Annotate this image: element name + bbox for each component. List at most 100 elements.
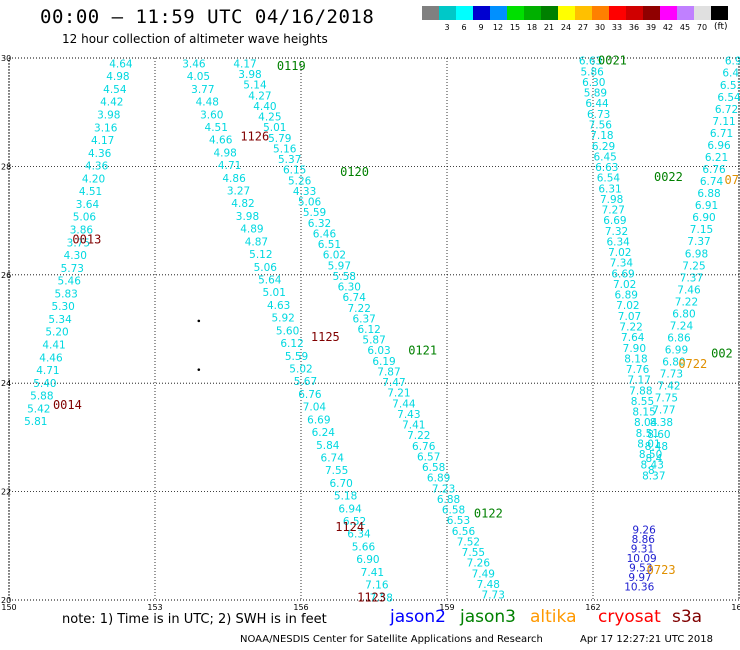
lat-tick-label: 24: [1, 379, 11, 388]
pass-time-label: 0722: [678, 357, 707, 371]
wave-height-value: 8.86: [632, 534, 656, 546]
wave-height-value: 5.64: [258, 275, 282, 287]
lon-tick-label: 162: [585, 603, 600, 612]
wave-height-value: 6.94: [338, 503, 362, 515]
pass-time-label: 0120: [340, 165, 369, 179]
wave-height-value: 7.43: [397, 409, 420, 421]
wave-height-value: 4.71: [218, 160, 241, 172]
wave-height-value: 3.64: [76, 199, 100, 211]
pass-time-label: 0022: [654, 170, 683, 184]
wave-height-value: 6.76: [412, 441, 436, 453]
colorbar-label: 33: [611, 23, 623, 32]
wave-height-value: 5.01: [263, 287, 286, 299]
wave-height-value: 6.46: [313, 228, 337, 240]
wave-height-value: 4.36: [88, 148, 112, 160]
wave-height-value: 7.25: [682, 260, 705, 272]
footer-credit: NOAA/NESDIS Center for Satellite Applica…: [240, 634, 543, 645]
wave-height-value: 7.41: [361, 567, 384, 579]
wave-height-value: 6.12: [280, 338, 303, 350]
wave-height-value: 7.22: [619, 321, 642, 333]
pass-time-label: 1123: [357, 590, 386, 604]
wave-height-value: 4.46: [39, 352, 63, 364]
wave-height-value: 4.17: [91, 135, 114, 147]
lon-tick-label: 150: [1, 603, 16, 612]
wave-height-value: 5.87: [362, 335, 385, 347]
colorbar-swatch: [626, 6, 643, 20]
wave-height-value: 5.40: [33, 378, 56, 390]
wave-height-value: 4.48: [196, 97, 219, 109]
wave-height-value: 6.21: [705, 152, 728, 164]
pass-time-label: 0119: [277, 59, 306, 73]
wave-height-value: 9.97: [628, 572, 651, 584]
lon-tick-label: 153: [147, 603, 162, 612]
colorbar-label: 9: [478, 23, 484, 32]
pass-time-label: 0021: [598, 54, 627, 68]
wave-height-value: 3.46: [182, 58, 206, 70]
colorbar-swatch: [456, 6, 473, 20]
wave-height-value: 6.86: [667, 333, 691, 345]
wave-height-value: 6.54: [597, 173, 621, 185]
wave-height-value: 4.41: [42, 339, 65, 351]
wave-height-value: 5.89: [584, 88, 607, 100]
wave-height-value: 3.77: [191, 84, 214, 96]
legend-s3a: s3a: [672, 607, 703, 627]
wave-height-value: 4.27: [248, 90, 271, 102]
pass-time-label: 0121: [408, 344, 437, 358]
wave-height-value: 3.16: [94, 122, 118, 134]
wave-height-value: 6.03: [367, 345, 390, 357]
colorbar-swatch: [660, 6, 677, 20]
wave-height-value: 5.06: [254, 262, 278, 274]
wave-height-value: 5.81: [24, 416, 47, 428]
colorbar-label: 18: [526, 23, 538, 32]
wave-height-value: 4.63: [267, 300, 290, 312]
wave-height-value: 6.51: [318, 239, 341, 251]
colorbar-swatch: [541, 6, 558, 20]
wave-height-value: 7.11: [712, 116, 735, 128]
wave-height-value: 4.86: [222, 173, 246, 185]
wave-height-value: 6.58: [422, 462, 445, 474]
wave-height-value: 6.54: [717, 92, 740, 104]
wave-height-value: 6.53: [447, 515, 470, 527]
wave-height-value: 4.36: [85, 161, 109, 173]
colorbar-swatch: [592, 6, 609, 20]
wave-height-value: 7.34: [610, 258, 634, 270]
island-dot: [197, 368, 201, 371]
colorbar-label: 24: [560, 23, 572, 32]
wave-height-value: 6.44: [585, 98, 609, 110]
wave-height-value: 6.80: [662, 357, 685, 369]
pass-time-label: 0014: [53, 398, 82, 412]
colorbar-swatch: [643, 6, 660, 20]
wave-height-value: 7.46: [677, 284, 701, 296]
wave-height-value: 4.98: [213, 147, 236, 159]
wave-height-value: 6.76: [298, 389, 322, 401]
colorbar-swatch: [524, 6, 541, 20]
wave-height-value: 5.88: [30, 391, 53, 403]
wave-height-value: 7.18: [590, 130, 613, 142]
wave-height-value: 7.17: [628, 375, 651, 387]
wave-height-value: 4.17: [233, 58, 256, 70]
wave-height-value: 6.34: [347, 529, 371, 541]
wave-height-value: 6.41: [722, 68, 740, 80]
wave-height-value: 8.15: [632, 407, 655, 419]
wave-height-value: 8: [648, 465, 655, 477]
wave-height-value: 7.37: [680, 272, 703, 284]
wave-height-value: 7.48: [477, 579, 500, 591]
wave-height-value: 5.59: [303, 207, 326, 219]
lat-tick-label: 28: [1, 162, 11, 171]
wave-height-value: 6.30: [582, 77, 605, 89]
wave-height-value: 6.74: [700, 176, 724, 188]
wave-height-value: 5.12: [249, 249, 272, 261]
wave-height-value: 6.31: [598, 183, 621, 195]
wave-height-value: 5.18: [334, 491, 357, 503]
colorbar-label: 39: [645, 23, 657, 32]
colorbar-swatch: [677, 6, 694, 20]
colorbar-swatch: [575, 6, 592, 20]
wave-height-value: 8.04: [634, 417, 658, 429]
wave-height-value: 6.32: [308, 218, 331, 230]
wave-height-value: 5.26: [288, 175, 312, 187]
header-title: 00:00 — 11:59 UTC 04/16/2018: [40, 6, 375, 28]
wave-height-value: 7.21: [387, 388, 410, 400]
wave-height-value: 5.59: [285, 351, 308, 363]
wave-height-value: 6.88: [437, 494, 460, 506]
legend-jason3: jason3: [460, 607, 516, 627]
